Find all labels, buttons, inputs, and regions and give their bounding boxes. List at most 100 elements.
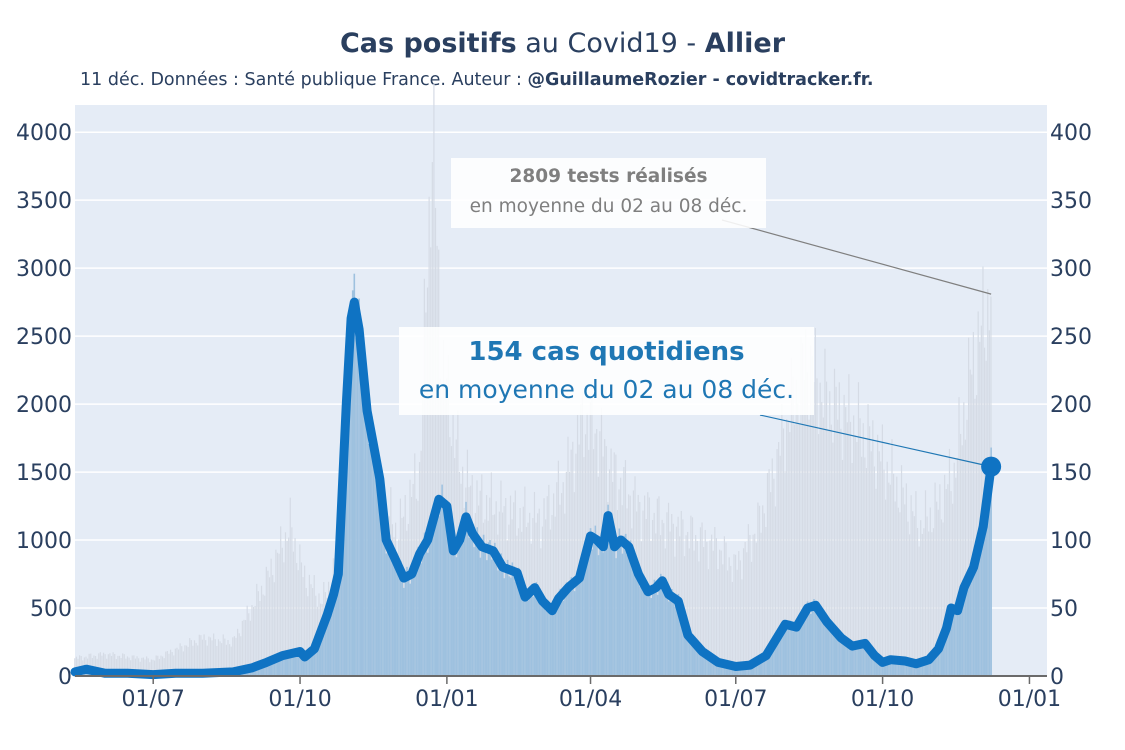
tests-bar (878, 451, 880, 676)
cases-bar (719, 661, 721, 676)
tests-bar (738, 551, 740, 676)
cases-bar (297, 653, 300, 676)
tests-bar (280, 526, 282, 676)
cases-bar (838, 638, 841, 676)
cases-bar (377, 460, 380, 676)
cases-bar (964, 584, 967, 676)
cases-bar (321, 629, 324, 676)
tests-bar (146, 656, 148, 676)
cases-bar (629, 540, 632, 676)
tests-bar (289, 497, 291, 676)
tests-bar (168, 653, 170, 676)
cases-bar (886, 662, 889, 676)
tests-bar (698, 561, 700, 676)
tests-bar (120, 658, 122, 676)
cases-bar (546, 601, 549, 676)
tests-bar (883, 469, 885, 676)
tests-bar (123, 654, 125, 676)
cases-bar (446, 500, 448, 676)
cases-bar (875, 658, 878, 676)
cases-bar (292, 651, 295, 676)
cases-bar (597, 555, 600, 676)
cases-bar (509, 577, 512, 676)
tests-bar (249, 620, 251, 676)
cases-bar (825, 619, 828, 676)
tests-bar (128, 657, 130, 676)
cases-bar (517, 567, 520, 676)
tests-bar (273, 582, 275, 676)
cases-bar (885, 660, 887, 676)
tests-bar (711, 534, 713, 676)
cases-bar (912, 662, 914, 676)
cases-bar (907, 660, 909, 676)
tests-bar (177, 649, 180, 676)
tests-bar (142, 657, 145, 676)
cases-bar (404, 576, 407, 676)
cases-bar (867, 647, 870, 676)
cases-bar (353, 273, 356, 676)
cases-bar (559, 588, 561, 676)
tests-bar (875, 488, 877, 676)
tests-bar (134, 658, 137, 676)
tests-bar (264, 595, 266, 676)
cases-bar (958, 608, 961, 676)
tests-bar (179, 643, 181, 676)
cases-bar (664, 581, 667, 676)
cases-bar (792, 631, 795, 676)
cases-bar (774, 643, 777, 676)
cases-bar (937, 647, 940, 676)
cases-bar (655, 587, 657, 676)
cases-bar (658, 581, 660, 676)
cases-bar (908, 662, 911, 676)
cases-bar (854, 642, 857, 676)
x-tick-label: 01/07 (122, 687, 185, 712)
cases-bar (934, 654, 937, 676)
tests-bar (819, 382, 821, 676)
cases-bar (462, 543, 464, 676)
tests-bar (734, 554, 737, 676)
cases-bar (280, 657, 282, 676)
tests-bar (869, 426, 871, 676)
tests-bar (307, 596, 309, 676)
tests-bar (154, 660, 156, 676)
tests-bar (934, 482, 936, 676)
cases-bar (281, 653, 284, 676)
cases-bar (675, 599, 678, 676)
cases-bar (331, 602, 333, 676)
cases-bar (327, 608, 330, 676)
tests-bar (824, 348, 826, 676)
tests-bar (835, 386, 837, 676)
tests-bar (101, 655, 103, 676)
cases-bar (470, 519, 472, 676)
cases-bar (711, 658, 713, 676)
cases-bar (291, 655, 293, 676)
cases-bar (720, 663, 723, 676)
tests-bar (766, 472, 769, 676)
tests-bar (205, 640, 207, 676)
tests-bar (206, 645, 208, 676)
cases-bar (969, 583, 972, 676)
tests-bar (947, 484, 949, 676)
cases-bar (610, 537, 613, 676)
cases-bar (385, 553, 388, 676)
cases-bar (568, 592, 571, 676)
cases-bar (260, 665, 263, 676)
tests-bar (928, 531, 930, 676)
tests-bar (428, 196, 430, 677)
cases-bar (744, 666, 747, 676)
tests-bar (870, 451, 872, 676)
tests-bar (712, 550, 714, 676)
tests-bar (139, 661, 141, 676)
cases-bar (265, 662, 268, 676)
tests-bar (760, 532, 762, 676)
tests-bar (892, 473, 895, 676)
cases-bar (730, 664, 732, 676)
tests-bar (286, 540, 288, 676)
tests-bar (837, 419, 839, 676)
tests-bar (980, 325, 982, 676)
tests-bar (817, 434, 820, 676)
tests-bar (75, 656, 77, 676)
cases-bar (513, 566, 515, 676)
tests-bar (297, 570, 299, 676)
tests-bar (894, 501, 896, 676)
